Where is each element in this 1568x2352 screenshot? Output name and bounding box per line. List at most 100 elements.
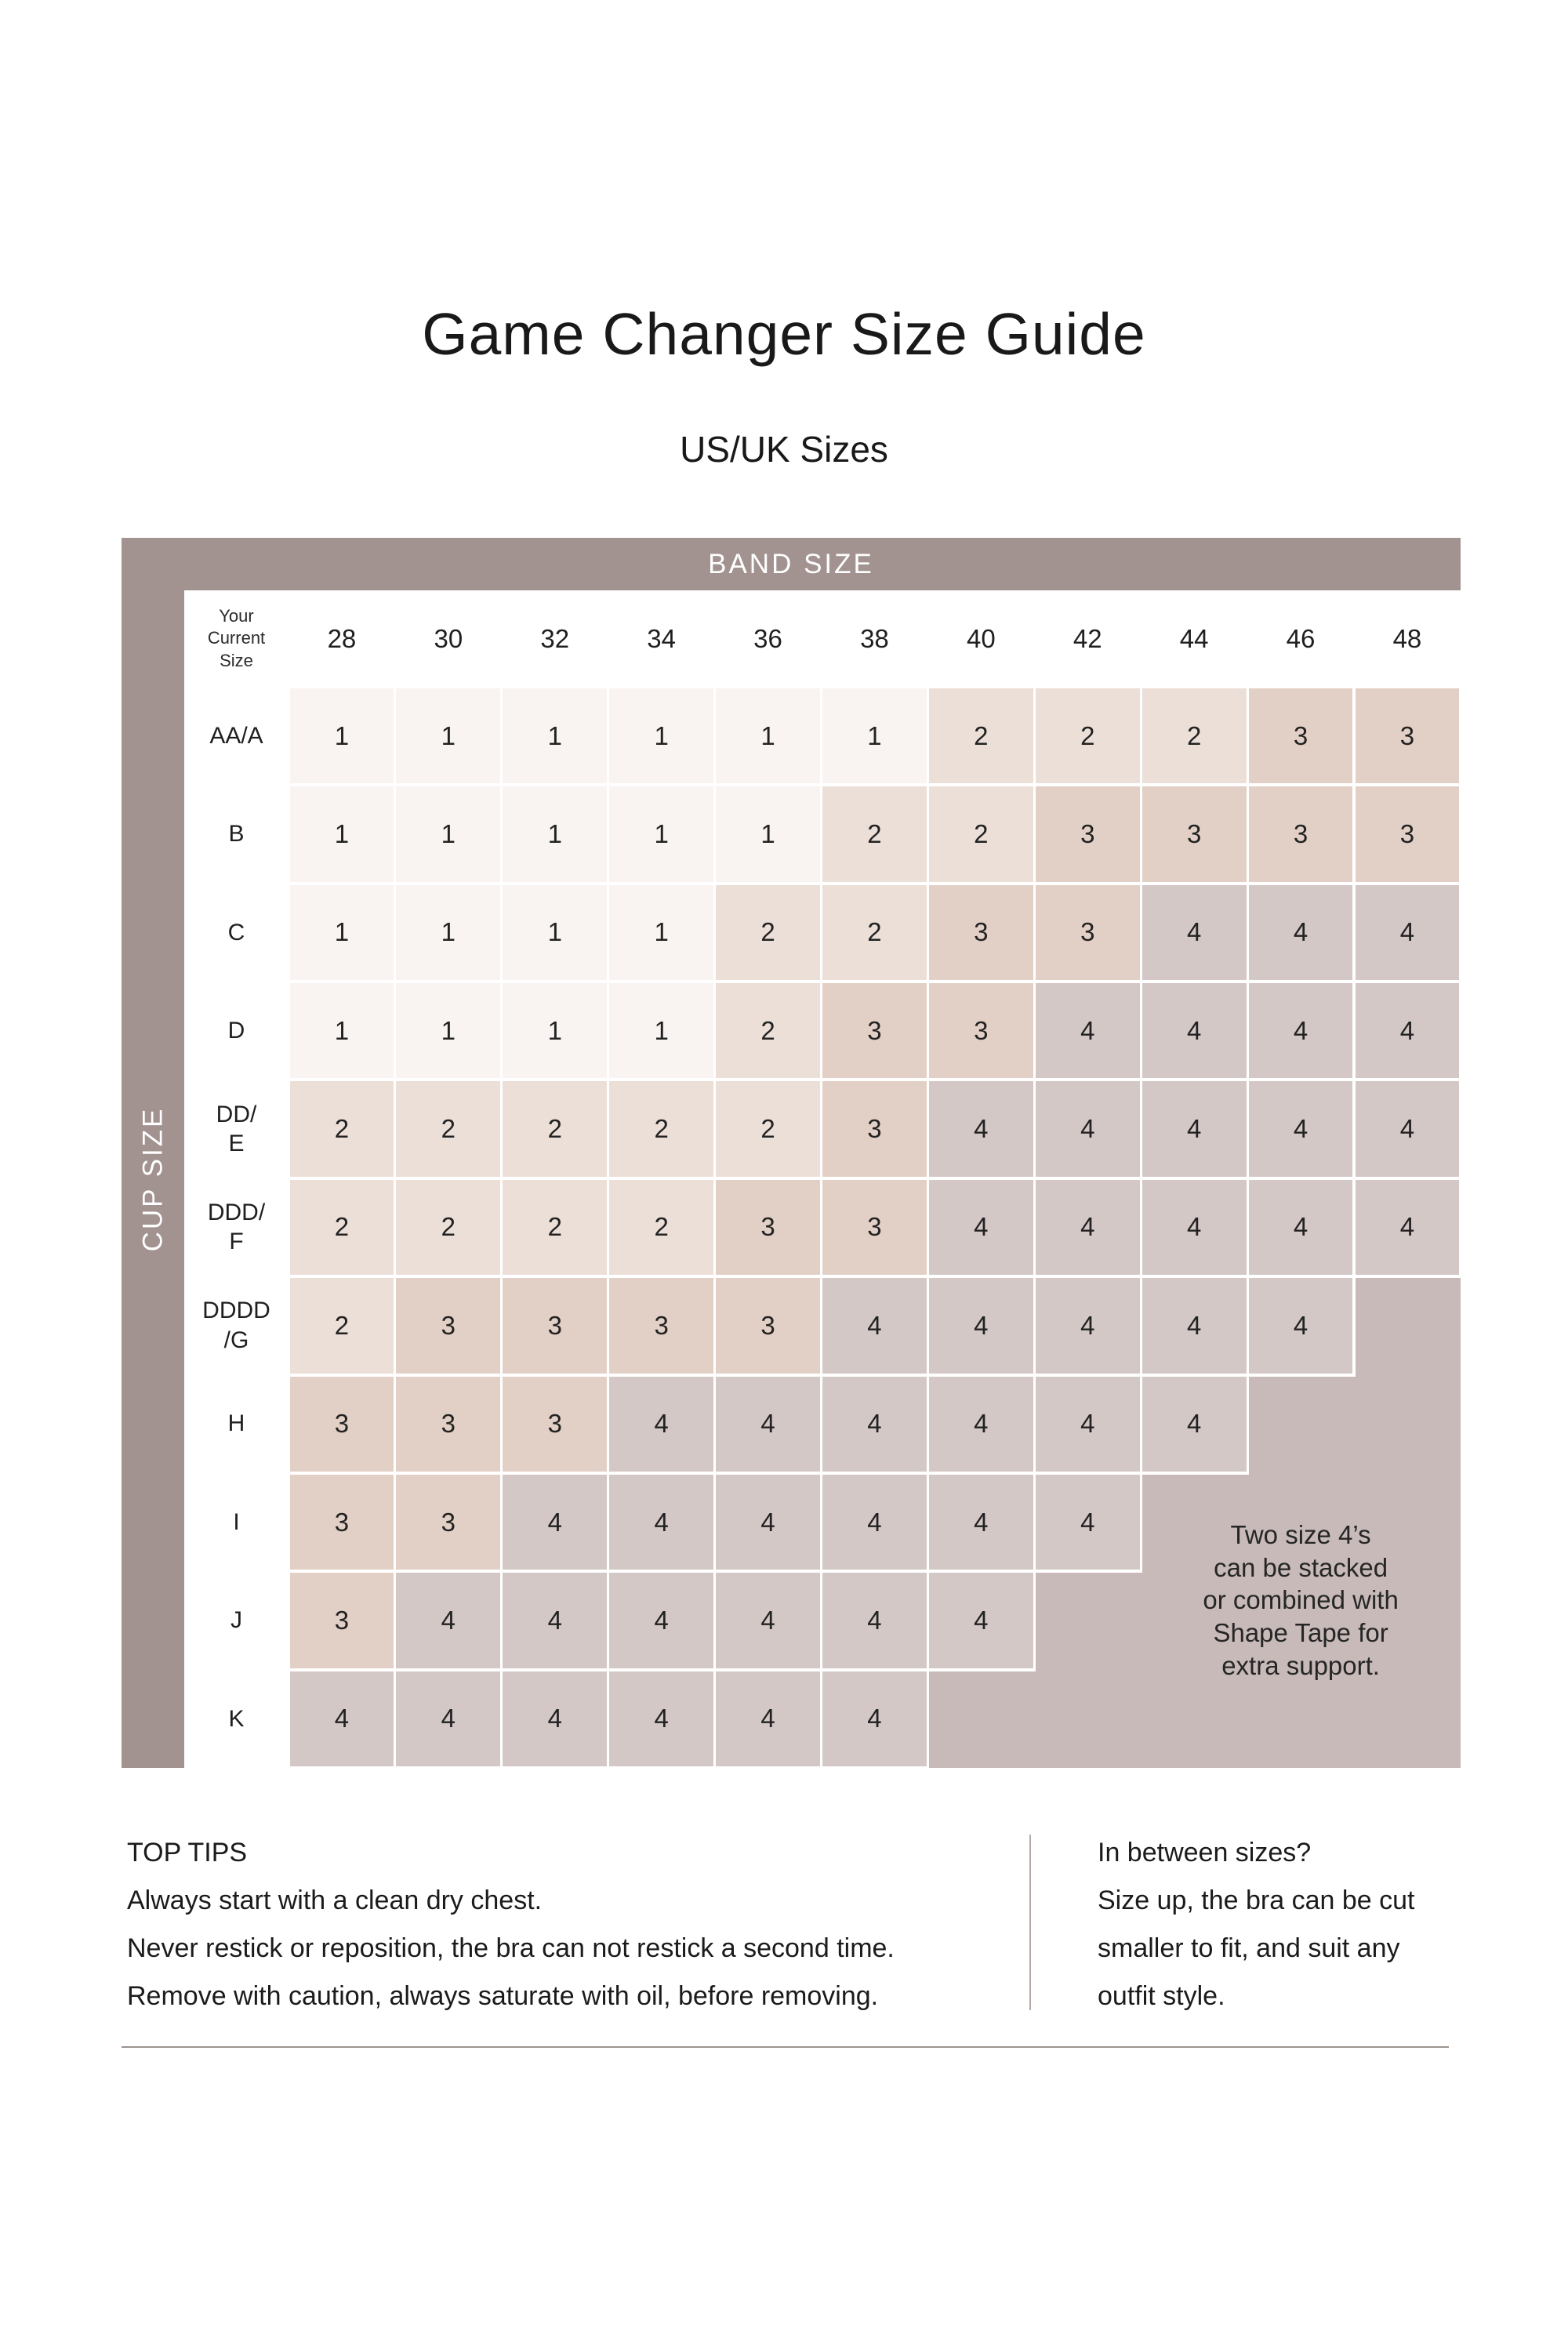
size-cell: 3 bbox=[822, 1081, 927, 1177]
cup-row-label: B bbox=[228, 821, 245, 848]
cup-row-label: J bbox=[230, 1607, 242, 1634]
between-sizes-line: outfit style. bbox=[1098, 1981, 1225, 2011]
band-size-header: BAND SIZE bbox=[122, 538, 1461, 590]
size-cell: 4 bbox=[1035, 1278, 1140, 1374]
size-cell: 4 bbox=[716, 1376, 820, 1472]
empty-region bbox=[1249, 1469, 1461, 1475]
size-cell: 4 bbox=[716, 1573, 820, 1668]
size-cell: 4 bbox=[822, 1573, 927, 1668]
size-cell: 3 bbox=[822, 1179, 927, 1276]
size-cell: 2 bbox=[1142, 688, 1247, 784]
size-cell: 2 bbox=[1035, 688, 1140, 784]
size-cell: 1 bbox=[289, 786, 394, 882]
cup-row-label: H bbox=[227, 1410, 245, 1437]
size-cell: 4 bbox=[1142, 1179, 1247, 1276]
size-cell: 4 bbox=[928, 1081, 1033, 1177]
empty-region bbox=[1142, 1474, 1461, 1573]
size-cell: 3 bbox=[716, 1179, 820, 1276]
size-cell: 4 bbox=[1142, 1376, 1247, 1472]
size-cell: 4 bbox=[1248, 983, 1353, 1079]
size-cell: 4 bbox=[1355, 1179, 1460, 1276]
cup-row-label: C bbox=[227, 919, 245, 946]
cup-row-label: AA/A bbox=[209, 722, 263, 749]
cup-row-label: DD/ E bbox=[216, 1101, 257, 1157]
size-cell: 2 bbox=[716, 983, 820, 1079]
size-cell: 3 bbox=[609, 1278, 714, 1374]
page-title: Game Changer Size Guide bbox=[422, 301, 1146, 367]
band-size-col-header: 44 bbox=[1179, 623, 1209, 653]
size-cell: 4 bbox=[289, 1671, 394, 1766]
size-cell: 3 bbox=[396, 1376, 501, 1472]
size-cell: 4 bbox=[1142, 1278, 1247, 1374]
cup-row-label: DDD/ F bbox=[207, 1199, 266, 1255]
size-cell: 1 bbox=[289, 884, 394, 981]
size-cell: 2 bbox=[928, 688, 1033, 784]
tip-line: Always start with a clean dry chest. bbox=[127, 1886, 543, 1915]
size-cell: 1 bbox=[503, 688, 608, 784]
size-cell: 3 bbox=[396, 1278, 501, 1374]
size-cell: 1 bbox=[609, 688, 714, 784]
size-cell: 3 bbox=[928, 884, 1033, 981]
size-cell: 4 bbox=[928, 1376, 1033, 1472]
size-cell: 1 bbox=[289, 983, 394, 1079]
size-cell: 1 bbox=[609, 983, 714, 1079]
size-cell: 3 bbox=[928, 983, 1033, 1079]
band-size-col-header: 46 bbox=[1286, 623, 1316, 653]
band-size-col-header: 38 bbox=[860, 623, 889, 653]
size-cell: 2 bbox=[503, 1081, 608, 1177]
size-cell: 2 bbox=[396, 1081, 501, 1177]
size-cell: 4 bbox=[1035, 983, 1140, 1079]
empty-region bbox=[1142, 1568, 1461, 1573]
size-cell: 4 bbox=[928, 1474, 1033, 1570]
size-cell: 4 bbox=[1035, 1474, 1140, 1570]
top-tips-block: TOP TIPS Always start with a clean dry c… bbox=[127, 1829, 895, 2020]
size-cell: 2 bbox=[396, 1179, 501, 1276]
size-cell: 4 bbox=[1355, 884, 1460, 981]
size-cell: 4 bbox=[1035, 1081, 1140, 1177]
band-size-col-header: 42 bbox=[1073, 623, 1102, 653]
size-cell: 4 bbox=[716, 1474, 820, 1570]
size-table: BAND SIZE CUP SIZE Your Current Size 28 30… bbox=[122, 538, 1461, 1768]
size-cell: 4 bbox=[1248, 1278, 1353, 1374]
size-cell: 3 bbox=[289, 1474, 394, 1570]
size-cell: 4 bbox=[1035, 1376, 1140, 1472]
size-cell: 2 bbox=[609, 1081, 714, 1177]
stacking-note: Two size 4’s can be stacked or combined … bbox=[1203, 1520, 1399, 1680]
size-cell: 4 bbox=[609, 1573, 714, 1668]
size-cell: 4 bbox=[1248, 884, 1353, 981]
size-cell: 1 bbox=[503, 983, 608, 1079]
size-cell: 3 bbox=[289, 1376, 394, 1472]
empty-region bbox=[929, 1671, 1461, 1768]
size-cell: 1 bbox=[822, 688, 927, 784]
size-cell: 4 bbox=[822, 1474, 927, 1570]
size-cell: 3 bbox=[822, 983, 927, 1079]
band-size-col-header: 30 bbox=[434, 623, 463, 653]
cup-row-label: K bbox=[228, 1705, 245, 1732]
empty-region bbox=[1249, 1376, 1461, 1475]
size-cell: 4 bbox=[1248, 1179, 1353, 1276]
size-cell: 4 bbox=[1142, 983, 1247, 1079]
size-cell: 3 bbox=[716, 1278, 820, 1374]
size-cell: 4 bbox=[1355, 1081, 1460, 1177]
size-cell: 4 bbox=[1355, 983, 1460, 1079]
size-cell: 3 bbox=[1355, 688, 1460, 784]
cup-row-label: I bbox=[233, 1508, 240, 1535]
tip-line: Never restick or reposition, the bra can… bbox=[127, 1933, 895, 1963]
size-cell: 3 bbox=[396, 1474, 501, 1570]
size-cell: 2 bbox=[716, 884, 820, 981]
band-size-col-header: 40 bbox=[966, 623, 996, 653]
cup-row-label: DDDD /G bbox=[202, 1298, 270, 1353]
band-size-col-header: 32 bbox=[540, 623, 570, 653]
size-cell: 3 bbox=[1142, 786, 1247, 882]
size-cell: 1 bbox=[503, 786, 608, 882]
size-cell: 4 bbox=[822, 1278, 927, 1374]
size-cell: 3 bbox=[1035, 786, 1140, 882]
between-sizes-line: smaller to fit, and suit any bbox=[1098, 1933, 1400, 1963]
size-cell: 4 bbox=[928, 1278, 1033, 1374]
tips-divider bbox=[1029, 1835, 1031, 2010]
size-cell: 4 bbox=[928, 1573, 1033, 1668]
empty-region bbox=[1036, 1666, 1461, 1671]
size-cell: 4 bbox=[716, 1671, 820, 1766]
size-cell: 4 bbox=[1035, 1179, 1140, 1276]
